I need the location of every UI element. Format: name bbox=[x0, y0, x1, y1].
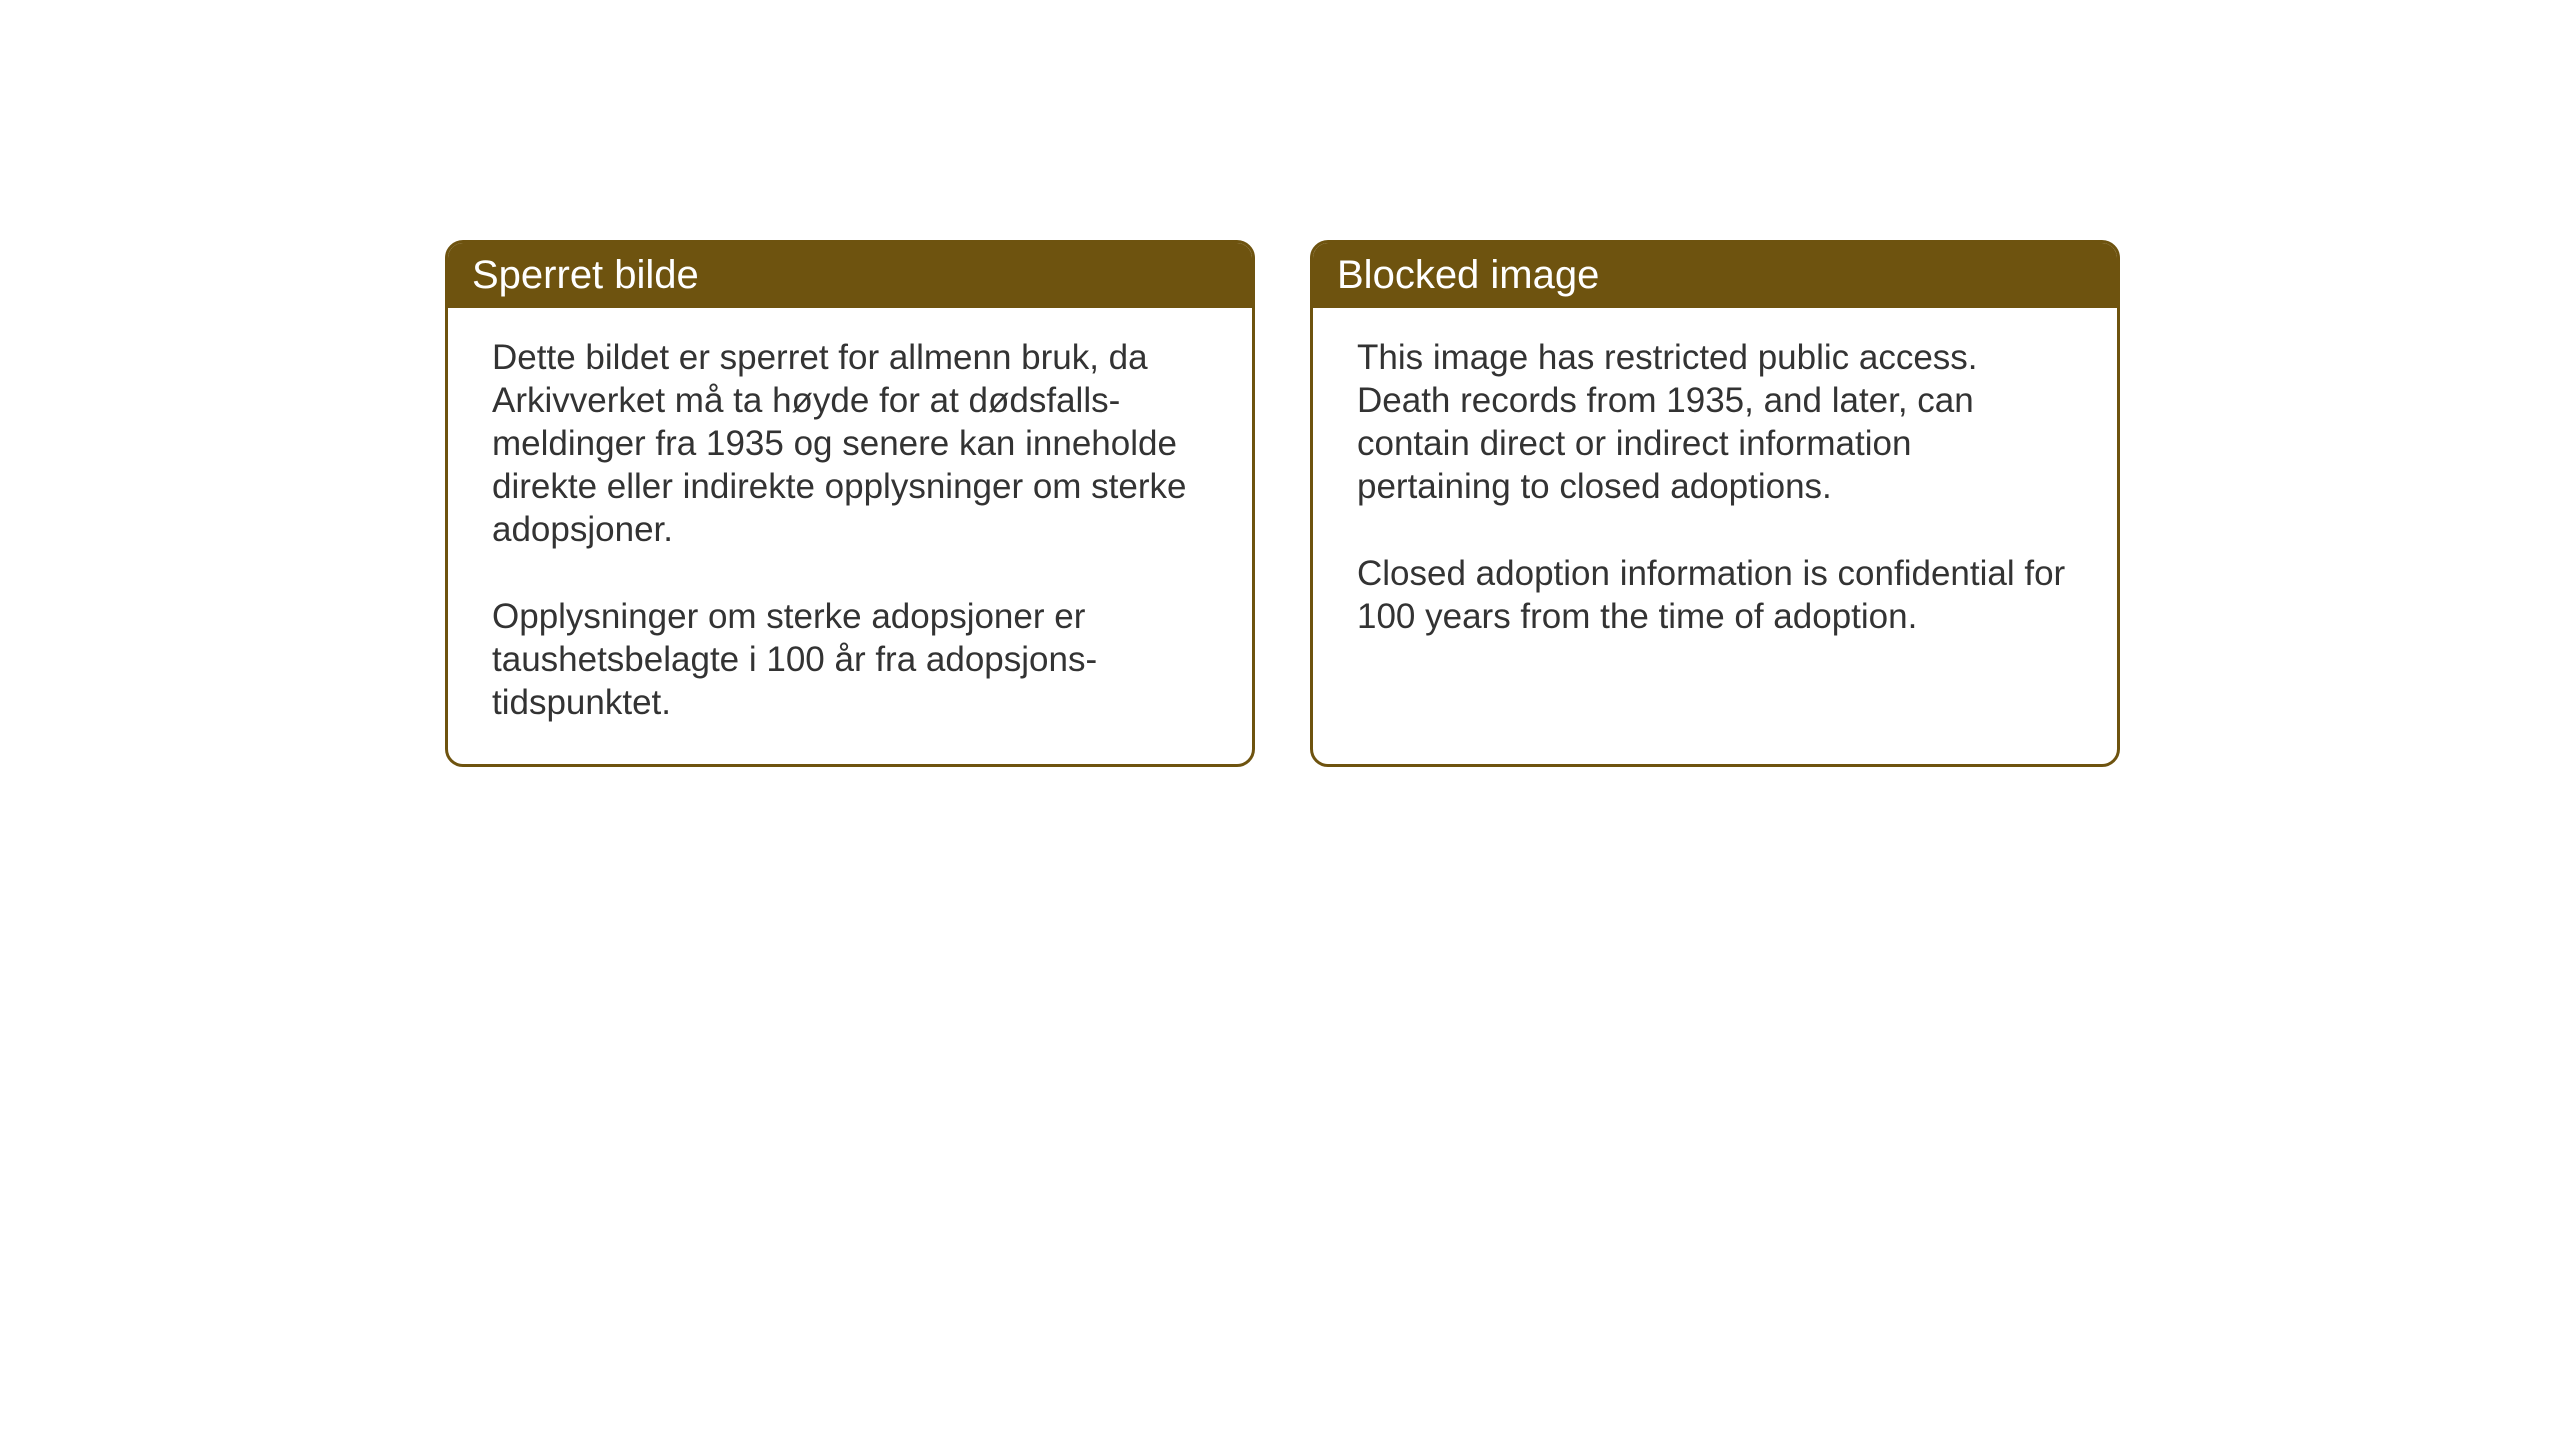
english-notice-card: Blocked image This image has restricted … bbox=[1310, 240, 2120, 767]
norwegian-paragraph-1: Dette bildet er sperret for allmenn bruk… bbox=[492, 336, 1208, 551]
norwegian-paragraph-2: Opplysninger om sterke adopsjoner er tau… bbox=[492, 595, 1208, 724]
norwegian-card-title: Sperret bilde bbox=[448, 243, 1252, 308]
english-paragraph-1: This image has restricted public access.… bbox=[1357, 336, 2073, 508]
english-card-body: This image has restricted public access.… bbox=[1313, 308, 2117, 678]
norwegian-card-body: Dette bildet er sperret for allmenn bruk… bbox=[448, 308, 1252, 764]
norwegian-notice-card: Sperret bilde Dette bildet er sperret fo… bbox=[445, 240, 1255, 767]
english-paragraph-2: Closed adoption information is confident… bbox=[1357, 552, 2073, 638]
notice-container: Sperret bilde Dette bildet er sperret fo… bbox=[445, 240, 2120, 767]
english-card-title: Blocked image bbox=[1313, 243, 2117, 308]
